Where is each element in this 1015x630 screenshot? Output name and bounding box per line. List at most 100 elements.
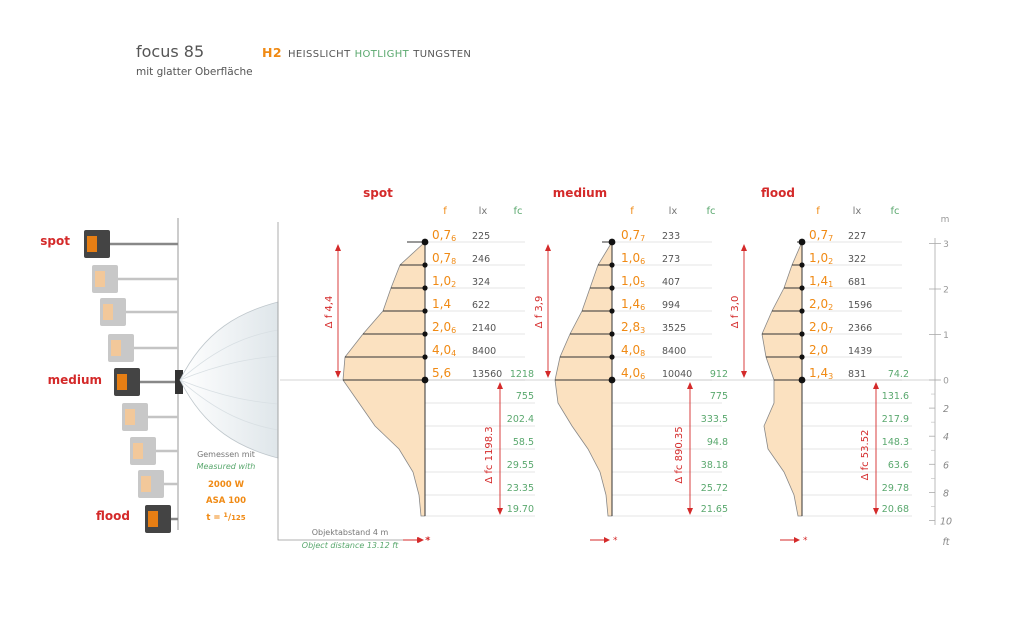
lamp-en: HOTLIGHT [354, 49, 410, 60]
lux-value: 233 [662, 231, 680, 242]
f-stop-value: 2,07 [809, 320, 833, 335]
header-f: f [443, 206, 447, 217]
lux-value: 8400 [662, 346, 686, 357]
fc-value: 217.9 [882, 414, 909, 425]
fc-value: 29.55 [507, 460, 534, 471]
header-f: f [816, 206, 820, 217]
model-title: focus 85 [136, 42, 205, 61]
measure-dot [799, 308, 805, 314]
time-slash: / [228, 513, 232, 523]
distance-de: Objektabstand 4 m [312, 528, 389, 537]
measure-dot [798, 376, 806, 384]
lux-value: 324 [472, 277, 490, 288]
f-stop-value: 1,4 [432, 297, 451, 311]
time-den: 125 [231, 514, 246, 522]
fc-value: 775 [710, 391, 728, 402]
fixture-icon [122, 403, 178, 431]
header-lx: lx [669, 206, 678, 217]
measure-dot [421, 376, 429, 384]
lux-value: 322 [848, 254, 866, 265]
lux-value: 3525 [662, 323, 686, 334]
f-stop-value: 2,06 [432, 320, 456, 335]
fixture-icon [84, 230, 178, 258]
header-lx: lx [479, 206, 488, 217]
fixture-lens [103, 304, 113, 320]
measure-note: Gemessen mit Measured with 2000 W ASA 10… [197, 450, 256, 523]
axis-label-ft: 10 [940, 517, 952, 528]
axis-label-m: 1 [943, 331, 949, 341]
measure-dot [799, 285, 805, 291]
delta-f-label: Δ f 3,9 [534, 296, 545, 329]
delta-fc-label: Δ fc 890.35 [674, 426, 685, 483]
fc-value: 912 [710, 369, 728, 380]
f-stop-value: 0,77 [621, 228, 645, 243]
delta-f-label: Δ f 4,4 [324, 296, 335, 329]
lux-value: 227 [848, 231, 866, 242]
fc-value: 20.68 [882, 504, 909, 515]
fixture-panel: spot medium flood Gemessen mit Measured … [40, 218, 940, 550]
fixture-lens [87, 236, 97, 252]
fc-value: 38.18 [701, 460, 728, 471]
lux-value: 831 [848, 369, 866, 380]
lux-value: 407 [662, 277, 680, 288]
fc-value: 74.2 [888, 369, 909, 380]
axis-label-m: 3 [943, 240, 949, 250]
delta-fc-label: Δ fc 1198.3 [484, 426, 495, 483]
fixture-lens [117, 374, 127, 390]
axis-label-m: 0 [943, 377, 949, 387]
distance-marker-head [418, 537, 424, 543]
distance-marker-star: * [803, 536, 808, 546]
axis-label-ft: 2 [943, 404, 949, 415]
f-stop-value: 4,06 [621, 366, 645, 381]
beam-cone [179, 301, 279, 459]
f-stop-value: 2,83 [621, 320, 645, 335]
f-stop-value: 1,06 [621, 251, 645, 266]
measure-dot [422, 331, 428, 337]
fixture-lens [133, 443, 143, 459]
axis-label-ft: 8 [943, 488, 949, 499]
fixture-lens [148, 511, 158, 527]
fixture-lens [95, 271, 105, 287]
header-lx: lx [853, 206, 862, 217]
delta-f-label: Δ f 3,0 [730, 296, 741, 329]
f-stop-value: 4,04 [432, 343, 456, 358]
measure-dot [422, 308, 428, 314]
lamp-code: H2 [262, 45, 282, 60]
fc-value: 58.5 [513, 437, 534, 448]
distance-bracket [277, 222, 422, 541]
header-f: f [630, 206, 634, 217]
label-medium: medium [48, 373, 102, 387]
axis-label-m: 2 [943, 286, 949, 296]
measure-dot [422, 285, 428, 291]
fc-value: 23.35 [507, 483, 534, 494]
fc-value: 131.6 [882, 391, 909, 402]
measure-dot [609, 285, 615, 291]
fc-value: 25.72 [701, 483, 728, 494]
measure-dot [608, 376, 616, 384]
beam-profile [554, 240, 613, 517]
distance-en: Object distance 13.12 ft [302, 541, 399, 550]
label-flood: flood [96, 509, 130, 523]
f-stop-value: 1,02 [432, 274, 456, 289]
delta-fc-label: Δ fc 53.52 [860, 430, 871, 481]
lux-value: 225 [472, 231, 490, 242]
f-stop-value: 5,6 [432, 366, 451, 380]
axis-unit-m: m [941, 215, 950, 225]
measure-dot [609, 262, 615, 268]
lux-value: 1596 [848, 300, 872, 311]
fc-value: 1218 [510, 369, 534, 380]
lamp-line: H2 HEISSLICHT HOTLIGHT TUNGSTEN [262, 45, 471, 60]
f-stop-value: 1,41 [809, 274, 833, 289]
measure-dot [609, 331, 615, 337]
measure-dot [798, 238, 806, 246]
f-stop-value: 2,02 [809, 297, 833, 312]
time-prefix: t = [206, 513, 223, 523]
header-fc: fc [706, 206, 715, 217]
measure-dot [608, 238, 616, 246]
f-stop-value: 1,46 [621, 297, 645, 312]
lux-value: 681 [848, 277, 866, 288]
label-spot: spot [40, 234, 70, 248]
